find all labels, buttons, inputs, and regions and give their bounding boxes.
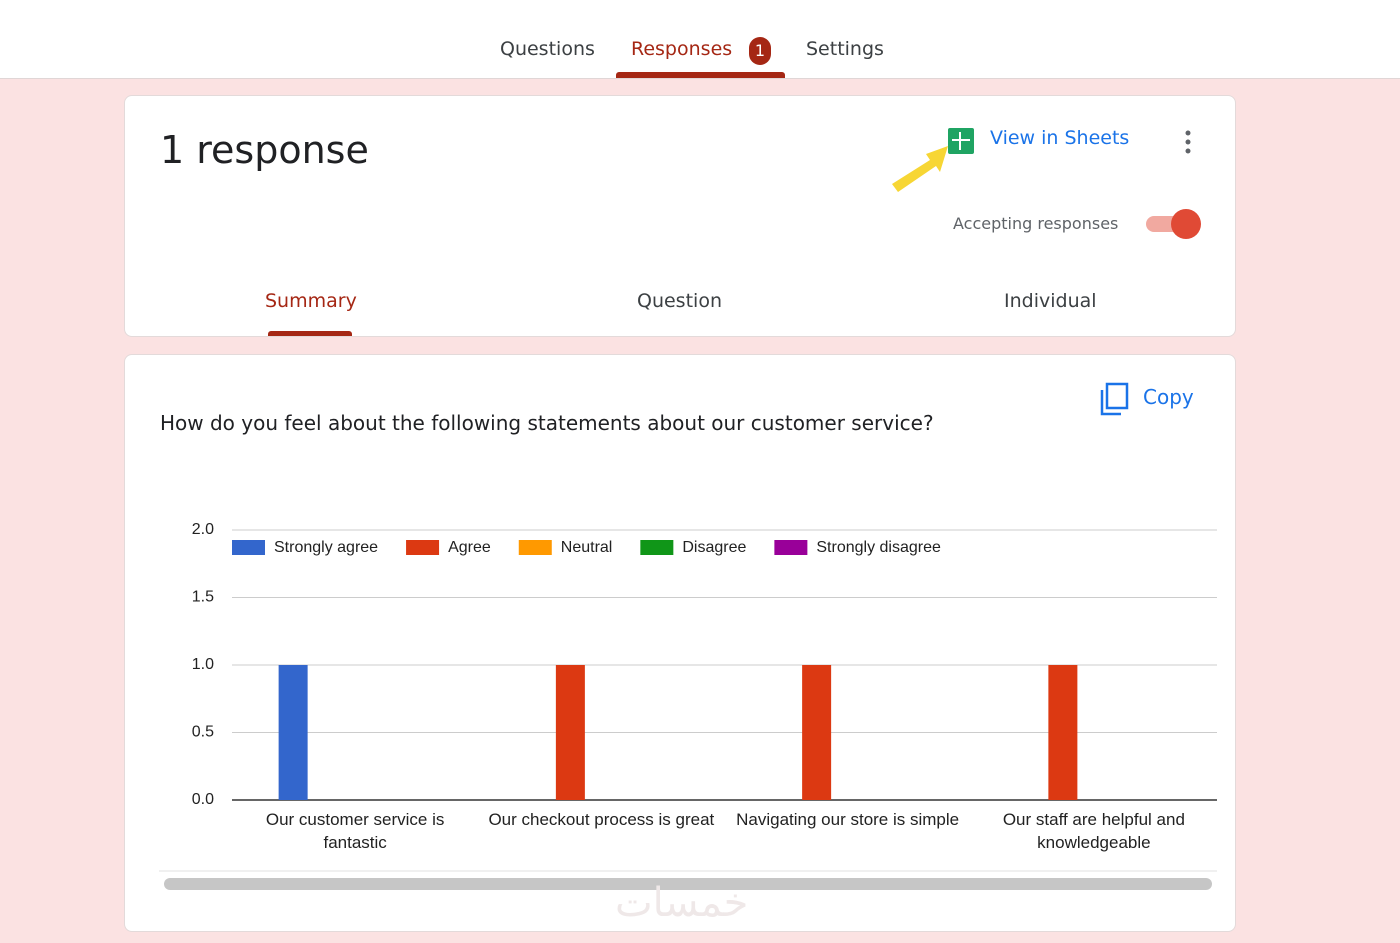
copy-icon[interactable] xyxy=(1099,382,1131,416)
question-card: Copy How do you feel about the following… xyxy=(124,354,1236,932)
question-tab[interactable]: Question xyxy=(637,290,722,312)
legend-swatch xyxy=(232,540,265,555)
accepting-toggle[interactable] xyxy=(1143,206,1203,242)
bar xyxy=(555,665,585,800)
bar xyxy=(802,665,832,800)
top-bar: Questions Responses 1 Settings xyxy=(0,0,1400,79)
legend-swatch xyxy=(774,540,808,555)
response-count: 1 response xyxy=(160,128,369,172)
legend-swatch xyxy=(518,540,552,555)
responses-tab[interactable]: Responses xyxy=(631,38,733,60)
tab-indicator xyxy=(616,72,785,78)
legend-label: Agree xyxy=(448,539,491,556)
legend-swatch xyxy=(640,540,674,555)
settings-tab[interactable]: Settings xyxy=(806,38,884,60)
y-tick-label: 0.5 xyxy=(192,724,214,741)
accepting-label: Accepting responses xyxy=(953,214,1119,233)
sheets-icon[interactable] xyxy=(890,126,980,196)
watermark: خمسات xyxy=(615,880,749,926)
legend-label: Disagree xyxy=(682,539,746,556)
questions-tab[interactable]: Questions xyxy=(500,38,595,60)
subtab-indicator xyxy=(268,331,352,336)
y-tick-label: 1.5 xyxy=(192,589,214,606)
more-menu[interactable] xyxy=(1181,128,1195,158)
x-tick-label: Navigating our store is simple xyxy=(736,810,960,829)
legend-label: Strongly agree xyxy=(274,539,378,556)
individual-tab[interactable]: Individual xyxy=(1004,290,1097,312)
copy-button[interactable]: Copy xyxy=(1143,385,1194,409)
x-tick-label: Our customer service is fantastic xyxy=(265,810,445,852)
y-tick-label: 1.0 xyxy=(192,656,214,673)
summary-tab[interactable]: Summary xyxy=(265,290,357,312)
question-title: How do you feel about the following stat… xyxy=(160,411,934,435)
summary-card: 1 response View in Sheets Accepting resp… xyxy=(124,95,1236,337)
chart: 0.0 0.5 1.0 1.5 2.0 Strongly agree Agree Neutra… xyxy=(159,521,1217,890)
view-in-sheets[interactable]: View in Sheets xyxy=(990,127,1130,149)
x-tick-label: Our staff are helpful and knowledgeable xyxy=(1002,810,1185,852)
x-tick-label: Our checkout process is great xyxy=(488,810,715,829)
y-tick-label: 2.0 xyxy=(192,521,214,538)
badge: 1 xyxy=(749,37,771,65)
legend-label: Strongly disagree xyxy=(816,539,941,556)
bar xyxy=(1048,665,1078,800)
legend-label: Neutral xyxy=(561,539,613,556)
legend-swatch xyxy=(406,540,440,555)
y-tick-label: 0.0 xyxy=(192,791,214,808)
scrollbar[interactable] xyxy=(164,878,1212,890)
bar xyxy=(278,665,308,800)
